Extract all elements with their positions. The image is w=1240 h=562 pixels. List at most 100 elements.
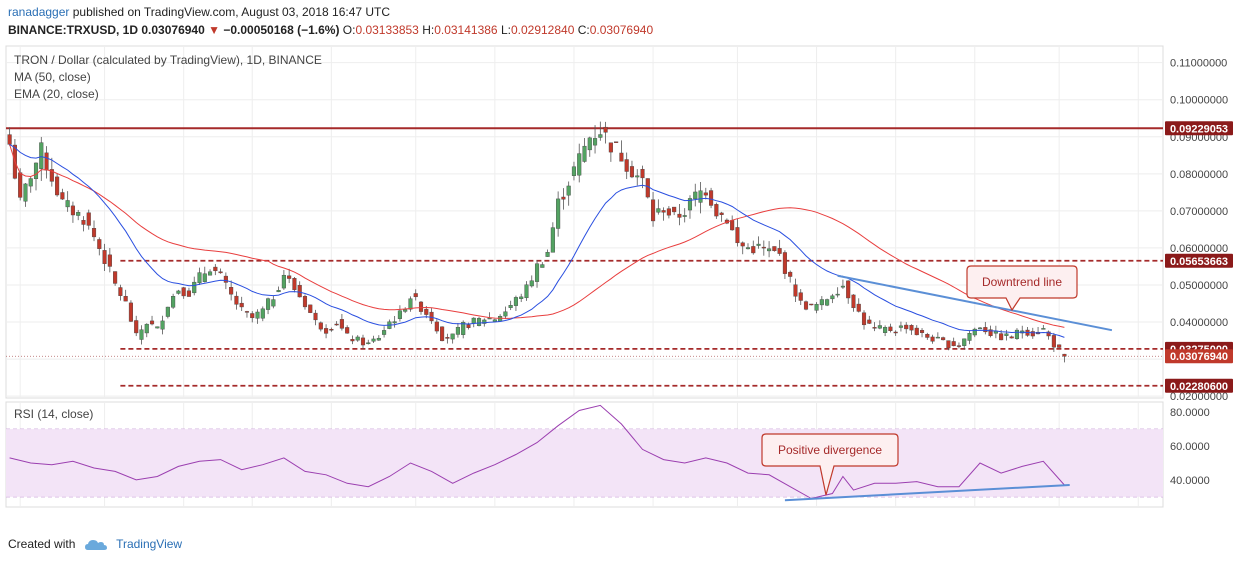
footer: Created with TradingView [8, 537, 182, 551]
candle-body [624, 159, 629, 172]
candle-body [719, 212, 724, 215]
candle-body [397, 310, 402, 319]
candle-body [534, 263, 540, 282]
candle-body [234, 295, 239, 305]
close-label: C: [577, 23, 590, 37]
rsi-tick-label: 80.0000 [1170, 407, 1210, 419]
candle-body [70, 205, 75, 216]
candle-body [1041, 328, 1046, 330]
last-price-tag: 0.03076940 [1170, 351, 1228, 363]
price-tick-label: 0.07000000 [1170, 206, 1228, 218]
candle-body [329, 328, 334, 331]
candle-body [392, 321, 397, 324]
candle-body [698, 190, 703, 203]
candle-body [23, 183, 28, 202]
candle-body [603, 126, 608, 133]
candle-body [39, 142, 44, 169]
candle-body [941, 337, 946, 341]
price-tick-label: 0.08000000 [1170, 169, 1228, 181]
candle-body [466, 324, 471, 328]
candle-body [614, 141, 619, 143]
candle-body [260, 308, 265, 319]
grid [5, 45, 1164, 508]
candle-body [434, 321, 439, 332]
candle-body [471, 317, 476, 324]
candle-body [1051, 335, 1056, 348]
candle-body [967, 333, 972, 341]
candle-body [914, 327, 919, 336]
candle-body [7, 134, 12, 145]
candle-body [176, 290, 181, 294]
candle-body [55, 176, 60, 196]
candle-body [334, 323, 339, 326]
candle-body [81, 220, 86, 225]
axes: 0.110000000.100000000.090000000.08000000… [1170, 58, 1228, 487]
rsi-band [6, 429, 1163, 497]
candle-body [846, 280, 851, 299]
candle-body [956, 345, 962, 347]
candle-body [608, 142, 613, 153]
author-name[interactable]: ranadagger [8, 5, 70, 19]
chart-area[interactable]: 0.110000000.100000000.090000000.08000000… [0, 40, 1240, 510]
price-level-tag: 0.09229053 [1170, 123, 1228, 135]
candle-body [134, 320, 139, 334]
candle-body [86, 212, 91, 226]
divergence-callout-box [761, 433, 899, 496]
candle-body [440, 326, 445, 342]
candle-body [819, 299, 824, 306]
candle-body [909, 325, 914, 331]
candle-body [598, 134, 603, 138]
candle-body [682, 215, 687, 217]
candle-body [519, 296, 524, 299]
candle-body [239, 302, 244, 308]
candle-body [1030, 331, 1035, 337]
candle-body [672, 206, 677, 213]
publish-line: ranadagger published on TradingView.com,… [8, 5, 390, 19]
candle-body [666, 208, 671, 216]
candle-body [144, 323, 149, 334]
candle-body [508, 305, 513, 308]
candle-body [761, 246, 766, 249]
candle-body [830, 295, 835, 300]
candle-body [751, 246, 756, 254]
candle-body [155, 326, 160, 329]
candle-body [350, 339, 355, 342]
candle-body [287, 275, 292, 279]
close-value: 0.03076940 [589, 23, 654, 37]
candle-body [651, 199, 656, 222]
candle-body [1014, 329, 1020, 339]
candle-body [76, 212, 81, 216]
candle-body [793, 284, 798, 297]
candle-body [424, 309, 429, 315]
candle-body [229, 287, 234, 295]
candles [7, 121, 1067, 363]
candle-body [207, 271, 213, 276]
candle-body [339, 319, 344, 329]
candle-body [540, 264, 545, 268]
candle-body [186, 290, 192, 297]
candle-body [266, 298, 271, 310]
candle-body [503, 311, 508, 317]
candle-body [592, 138, 598, 146]
candle-body [687, 198, 693, 211]
candle-body [788, 271, 793, 277]
candle-body [271, 299, 276, 307]
candle-body [297, 285, 302, 298]
open-value: 0.03133853 [355, 23, 419, 37]
down-arrow-icon: ▼ [208, 23, 220, 37]
candle-body [513, 297, 518, 306]
candle-body [861, 312, 867, 326]
symbol-label: BINANCE:TRXUSD, 1D [8, 23, 139, 37]
chart-labels: 0.092290530.056536630.032750000.02280600… [14, 53, 1233, 496]
candle-body [49, 169, 54, 182]
candle-body [877, 325, 882, 329]
rsi-tick-label: 40.0000 [1170, 475, 1210, 487]
price-level-tag-bg [1165, 121, 1233, 136]
tradingview-brand[interactable]: TradingView [116, 537, 183, 551]
candle-body [1009, 336, 1014, 339]
candle-body [999, 333, 1004, 341]
rsi-divergence-line [784, 483, 1070, 502]
candle-body [1057, 344, 1062, 348]
open-label: O: [342, 23, 356, 37]
candle-body [18, 172, 23, 198]
